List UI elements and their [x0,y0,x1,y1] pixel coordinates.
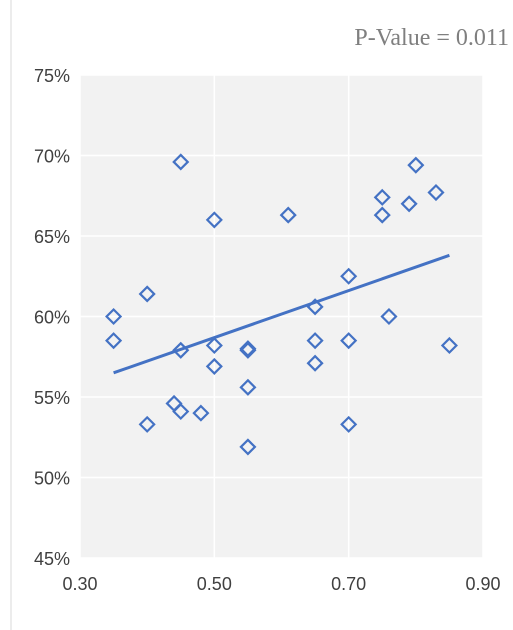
data-point [205,336,223,355]
data-point [205,211,223,229]
x-tick-label: 0.30 [62,574,97,594]
data-point [380,307,398,326]
x-tick-label: 0.50 [197,574,232,594]
y-tick-label: 60% [34,308,70,328]
data-point [138,285,156,303]
data-point [239,378,257,396]
data-point [172,341,190,359]
data-point [306,354,324,372]
data-point [172,153,190,171]
y-tick-label: 55% [34,388,70,408]
data-point [279,206,297,224]
x-tick-label: 0.90 [465,574,500,594]
data-point [340,415,358,433]
data-point [239,340,257,358]
data-point [138,415,156,433]
data-point [192,404,210,422]
data-point [373,188,391,206]
x-tick-label: 0.70 [331,574,366,594]
data-point [400,195,418,213]
x-tick-labels: 0.30 0.50 0.70 0.90 [62,574,500,594]
y-tick-labels: 45% 50% 55% 60% 65% 70% 75% [34,66,70,569]
data-point [105,307,123,326]
y-tick-label: 45% [34,549,70,569]
data-point [373,206,391,224]
y-tick-label: 65% [34,227,70,247]
data-point [440,336,458,355]
y-tick-label: 50% [34,469,70,489]
y-tick-label: 75% [34,66,70,86]
data-point [205,357,223,375]
data-point [105,332,123,350]
gridlines [79,74,484,559]
data-point [239,438,257,456]
data-point [239,341,257,359]
data-point [340,332,358,350]
data-point [172,402,190,421]
data-point [306,332,324,350]
data-point [306,298,324,316]
data-markers [105,153,458,456]
trendline [113,253,450,375]
data-point [427,183,445,202]
y-tick-label: 70% [34,147,70,167]
data-point [340,267,358,285]
p-value-annotation: P-Value = 0.011 [354,25,509,51]
data-point [407,156,425,174]
